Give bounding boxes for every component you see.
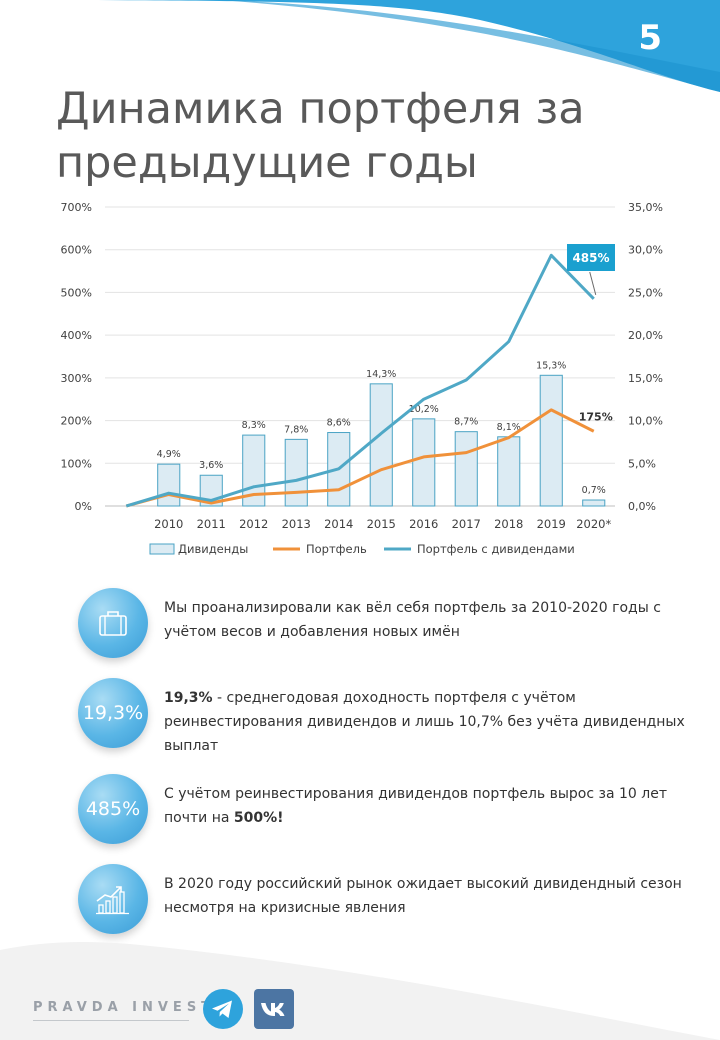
dividend-bar bbox=[582, 499, 606, 507]
dividend-bar-label: 8,6% bbox=[327, 418, 351, 429]
left-axis-tick: 700% bbox=[61, 201, 92, 214]
left-axis-tick: 600% bbox=[61, 244, 92, 257]
dividend-bar bbox=[497, 436, 521, 507]
footer-band bbox=[0, 942, 720, 1040]
x-axis-tick: 2018 bbox=[494, 517, 523, 531]
right-axis-tick: 20,0% bbox=[628, 329, 663, 342]
dividend-bar bbox=[454, 431, 478, 507]
x-axis-tick: 2010 bbox=[154, 517, 183, 531]
legend-swatch-bar bbox=[149, 543, 175, 555]
x-axis-tick: 2017 bbox=[452, 517, 481, 531]
header-band bbox=[0, 0, 720, 92]
left-axis-tick: 500% bbox=[61, 286, 92, 299]
feature-text-body: - среднегодовая доходность портфеля с уч… bbox=[164, 690, 685, 754]
dividend-bar-label: 4,9% bbox=[157, 449, 181, 460]
dividend-bar bbox=[369, 383, 393, 507]
left-axis-tick: 100% bbox=[61, 457, 92, 470]
right-axis-tick: 0,0% bbox=[628, 500, 656, 513]
legend-label: Дивиденды bbox=[178, 542, 248, 556]
page-title: Динамика портфеля за предыдущие годы bbox=[56, 82, 696, 190]
feature-text-bold: 500%! bbox=[233, 810, 284, 826]
dividend-bar bbox=[412, 418, 436, 507]
right-axis-tick: 10,0% bbox=[628, 415, 663, 428]
feature-text-body: Мы проанализировали как вёл себя портфел… bbox=[164, 600, 661, 640]
feature-text-bold: 19,3% bbox=[164, 690, 213, 706]
legend-label: Портфель bbox=[306, 542, 367, 556]
growth-chart-icon bbox=[96, 886, 129, 915]
dividend-bar-label: 8,7% bbox=[454, 417, 478, 428]
x-axis-tick: 2019 bbox=[537, 517, 566, 531]
left-axis-tick: 300% bbox=[61, 372, 92, 385]
legend-label: Портфель с дивидендами bbox=[417, 542, 575, 556]
x-axis-tick: 2015 bbox=[367, 517, 396, 531]
dividends-end-label: 485% bbox=[572, 251, 609, 265]
right-axis-tick: 30,0% bbox=[628, 244, 663, 257]
feature-text-body: В 2020 году российский рынок ожидает выс… bbox=[164, 876, 682, 916]
dividend-bar-label: 0,7% bbox=[582, 485, 606, 496]
left-axis-tick: 400% bbox=[61, 329, 92, 342]
callout-leader bbox=[589, 271, 597, 295]
portfolio-end-label: 175% bbox=[579, 410, 613, 423]
dividend-bar-label: 8,1% bbox=[497, 422, 521, 433]
dividend-bar-label: 7,8% bbox=[284, 424, 308, 435]
dividend-bar-label: 8,3% bbox=[242, 420, 266, 431]
feature-item: 19,3% 19,3% - среднегодовая доходность п… bbox=[78, 678, 698, 758]
feature-text: В 2020 году российский рынок ожидает выс… bbox=[164, 872, 699, 920]
page-title-line2: предыдущие годы bbox=[56, 138, 478, 188]
page-title-line1: Динамика портфеля за bbox=[56, 84, 585, 134]
feature-text-body: С учётом реинвестирования дивидендов пор… bbox=[164, 786, 667, 826]
feature-circle: 485% bbox=[78, 774, 148, 844]
feature-circle bbox=[78, 864, 148, 934]
dividend-bar bbox=[284, 438, 308, 507]
dividend-bar bbox=[539, 374, 563, 507]
telegram-icon[interactable] bbox=[203, 989, 243, 1029]
portfolio-with-dividends-line bbox=[125, 253, 595, 508]
feature-text: 19,3% - среднегодовая доходность портфел… bbox=[164, 686, 699, 758]
dividend-bar bbox=[157, 463, 181, 507]
right-axis-tick: 5,0% bbox=[628, 457, 656, 470]
feature-item: В 2020 году российский рынок ожидает выс… bbox=[78, 864, 698, 944]
left-axis-tick: 0% bbox=[75, 500, 92, 513]
right-axis-tick: 35,0% bbox=[628, 201, 663, 214]
portfolio-line bbox=[125, 408, 595, 508]
x-axis-tick: 2012 bbox=[239, 517, 268, 531]
page-number: 5 bbox=[638, 18, 662, 58]
callout-box bbox=[567, 244, 615, 271]
feature-circle: 19,3% bbox=[78, 678, 148, 748]
brand-name: PRAVDA INVEST bbox=[33, 1000, 216, 1015]
x-axis-tick: 2013 bbox=[282, 517, 311, 531]
feature-item: Мы проанализировали как вёл себя портфел… bbox=[78, 588, 698, 668]
x-axis-tick: 2011 bbox=[197, 517, 226, 531]
feature-circle bbox=[78, 588, 148, 658]
right-axis-tick: 15,0% bbox=[628, 372, 663, 385]
brand-underline bbox=[33, 1020, 189, 1021]
dividend-bar-label: 3,6% bbox=[199, 460, 223, 471]
briefcase-icon bbox=[99, 611, 127, 636]
x-axis-tick: 2014 bbox=[324, 517, 353, 531]
vk-icon[interactable] bbox=[254, 989, 294, 1029]
x-axis-tick: 2016 bbox=[409, 517, 438, 531]
feature-item: 485% С учётом реинвестирования дивидендо… bbox=[78, 774, 698, 854]
right-axis-tick: 25,0% bbox=[628, 286, 663, 299]
dividend-bar-label: 14,3% bbox=[366, 369, 396, 380]
dividend-bar-label: 15,3% bbox=[536, 360, 566, 371]
x-axis-tick: 2020* bbox=[576, 517, 611, 531]
dividend-bar-label: 10,2% bbox=[409, 404, 439, 415]
portfolio-chart: 0% 100% 200% 300% 400% 500% 600% 700% 0,0% 5,0% 10… bbox=[61, 201, 663, 556]
feature-text: Мы проанализировали как вёл себя портфел… bbox=[164, 596, 699, 644]
left-axis-tick: 200% bbox=[61, 415, 92, 428]
feature-text: С учётом реинвестирования дивидендов пор… bbox=[164, 782, 699, 830]
